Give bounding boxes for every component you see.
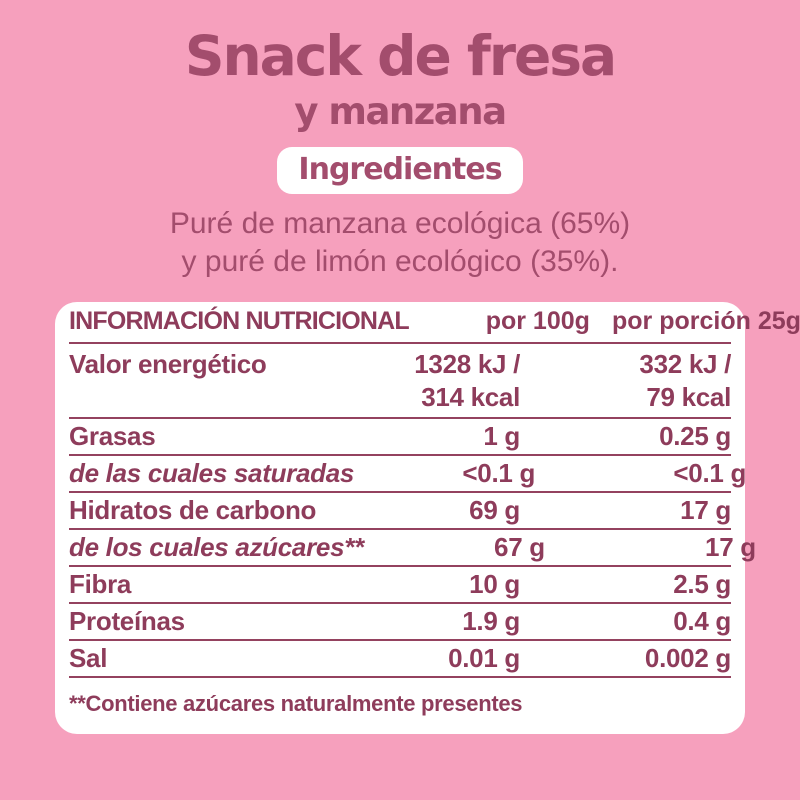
ingredients-badge: Ingredientes	[277, 146, 523, 194]
row-label: de las cuales saturadas	[69, 457, 355, 488]
header-col-per-100g: por 100g	[485, 307, 590, 336]
row-value-100g: <0.1 g	[462, 457, 536, 488]
energy-kj-100g: 1328 kJ /	[414, 348, 520, 379]
ingredients-line-2: y puré de limón ecológico (35%).	[181, 244, 619, 278]
table-row-fiber: Fibra 10 g 2.5 g	[69, 567, 731, 604]
row-value-portion: <0.1 g	[673, 457, 747, 488]
table-row-energy: Valor energético 1328 kJ / 314 kcal 332 …	[69, 344, 731, 419]
row-value-portion: 0.25 g	[659, 420, 731, 451]
sugars-footnote: **Contiene azúcares naturalmente present…	[69, 690, 523, 716]
nutrition-table-header: INFORMACIÓN NUTRICIONAL por 100g por por…	[69, 302, 800, 344]
energy-kj-portion: 332 kJ /	[639, 348, 731, 379]
product-title: Snack de fresa	[184, 24, 617, 88]
row-value-100g: 1328 kJ / 314 kcal	[339, 348, 520, 414]
table-row-saturated-fat: de las cuales saturadas <0.1 g <0.1 g	[69, 456, 746, 493]
table-row-sugars: de los cuales azúcares** 67 g 17 g	[69, 530, 756, 567]
row-value-100g: 67 g	[494, 531, 545, 562]
row-label: Proteínas	[69, 605, 185, 636]
row-value-100g: 10 g	[469, 568, 520, 599]
row-value-portion: 2.5 g	[673, 568, 731, 599]
table-row-salt: Sal 0.01 g 0.002 g	[69, 641, 731, 678]
header-col-per-portion: por porción 25g	[612, 307, 800, 336]
row-value-100g: 1 g	[483, 420, 520, 451]
row-label: Hidratos de carbono	[69, 494, 317, 525]
table-row-carbohydrates: Hidratos de carbono 69 g 17 g	[69, 493, 731, 530]
row-value-100g: 0.01 g	[448, 642, 520, 673]
row-label: Valor energético	[69, 348, 267, 379]
row-label: Sal	[69, 642, 108, 673]
row-value-portion: 332 kJ / 79 kcal	[520, 348, 731, 414]
row-value-portion: 17 g	[680, 494, 731, 525]
product-subtitle: y manzana	[294, 89, 507, 133]
row-value-portion: 17 g	[705, 531, 756, 562]
ingredients-badge-label: Ingredientes	[298, 151, 502, 187]
table-row-fat: Grasas 1 g 0.25 g	[69, 419, 731, 456]
nutrition-facts-card: INFORMACIÓN NUTRICIONAL por 100g por por…	[55, 301, 800, 734]
row-value-100g: 69 g	[469, 494, 520, 525]
ingredients-line-1: Puré de manzana ecológica (65%)	[169, 206, 631, 240]
row-label: de los cuales azúcares**	[69, 531, 364, 562]
row-label: Grasas	[69, 420, 156, 451]
row-label: Fibra	[69, 568, 132, 599]
table-row-protein: Proteínas 1.9 g 0.4 g	[69, 604, 731, 641]
energy-kcal-100g: 314 kcal	[421, 381, 520, 412]
row-value-portion: 0.4 g	[673, 605, 731, 636]
ingredients-list: Puré de manzana ecológica (65%) y puré d…	[170, 205, 630, 281]
energy-kcal-portion: 79 kcal	[646, 381, 731, 412]
row-value-portion: 0.002 g	[644, 642, 731, 673]
header-col-nutrition-info: INFORMACIÓN NUTRICIONAL	[69, 307, 410, 336]
row-value-100g: 1.9 g	[462, 605, 520, 636]
